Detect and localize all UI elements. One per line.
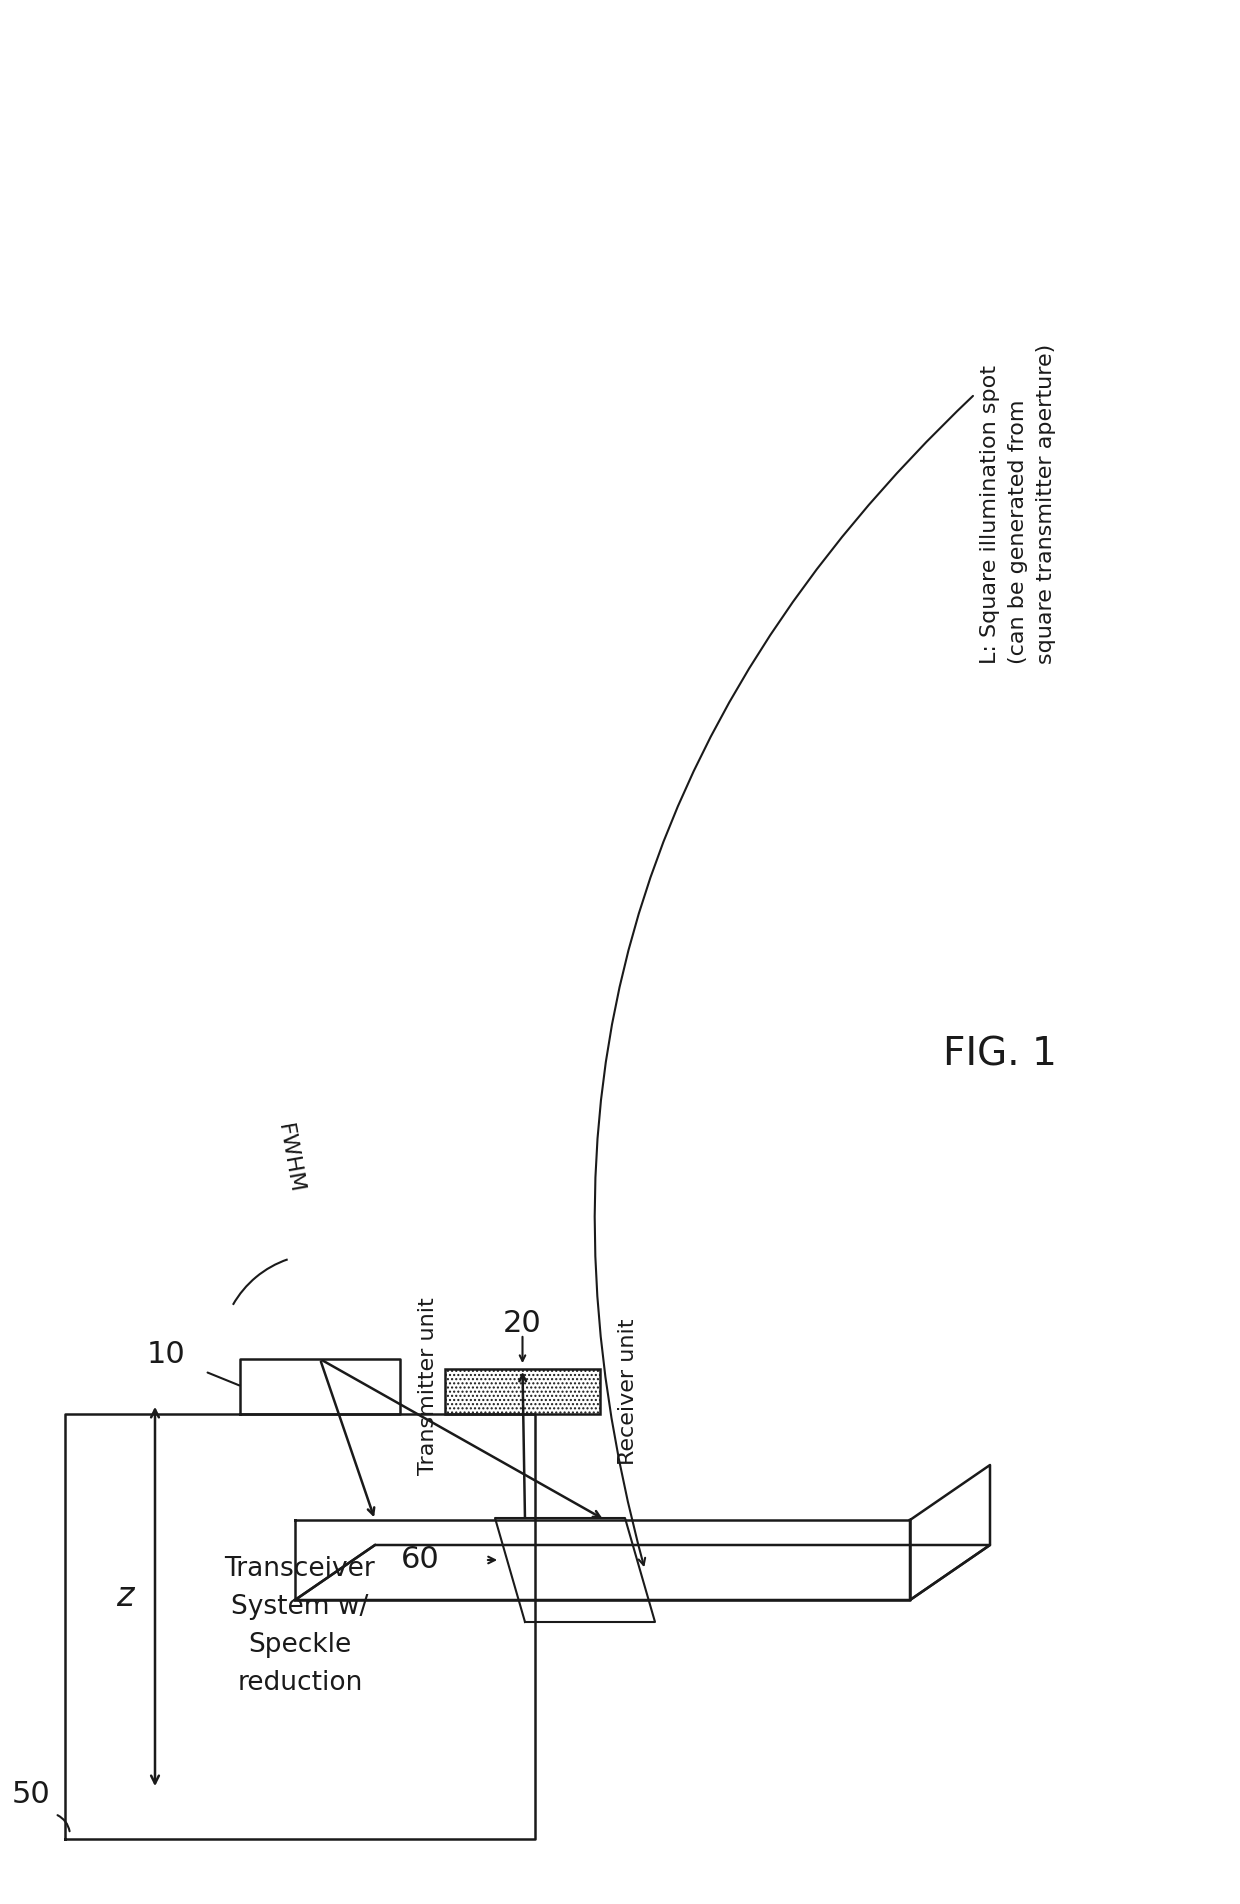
Text: L: Square illumination spot
(can be generated from
square transmitter aperture): L: Square illumination spot (can be gene… bbox=[980, 345, 1056, 664]
Bar bbox=[445, 1369, 600, 1415]
Text: z: z bbox=[117, 1580, 134, 1613]
Text: Receiver unit: Receiver unit bbox=[618, 1318, 639, 1464]
Text: 50: 50 bbox=[11, 1780, 50, 1809]
Text: 60: 60 bbox=[402, 1546, 440, 1575]
Text: 10: 10 bbox=[146, 1340, 185, 1369]
Text: Transceiver
System w/
Speckle
reduction: Transceiver System w/ Speckle reduction bbox=[224, 1556, 376, 1696]
Text: Transmitter unit: Transmitter unit bbox=[418, 1299, 438, 1476]
Text: FIG. 1: FIG. 1 bbox=[944, 1036, 1056, 1074]
Text: FWHM: FWHM bbox=[274, 1123, 306, 1196]
Text: 20: 20 bbox=[503, 1310, 542, 1339]
